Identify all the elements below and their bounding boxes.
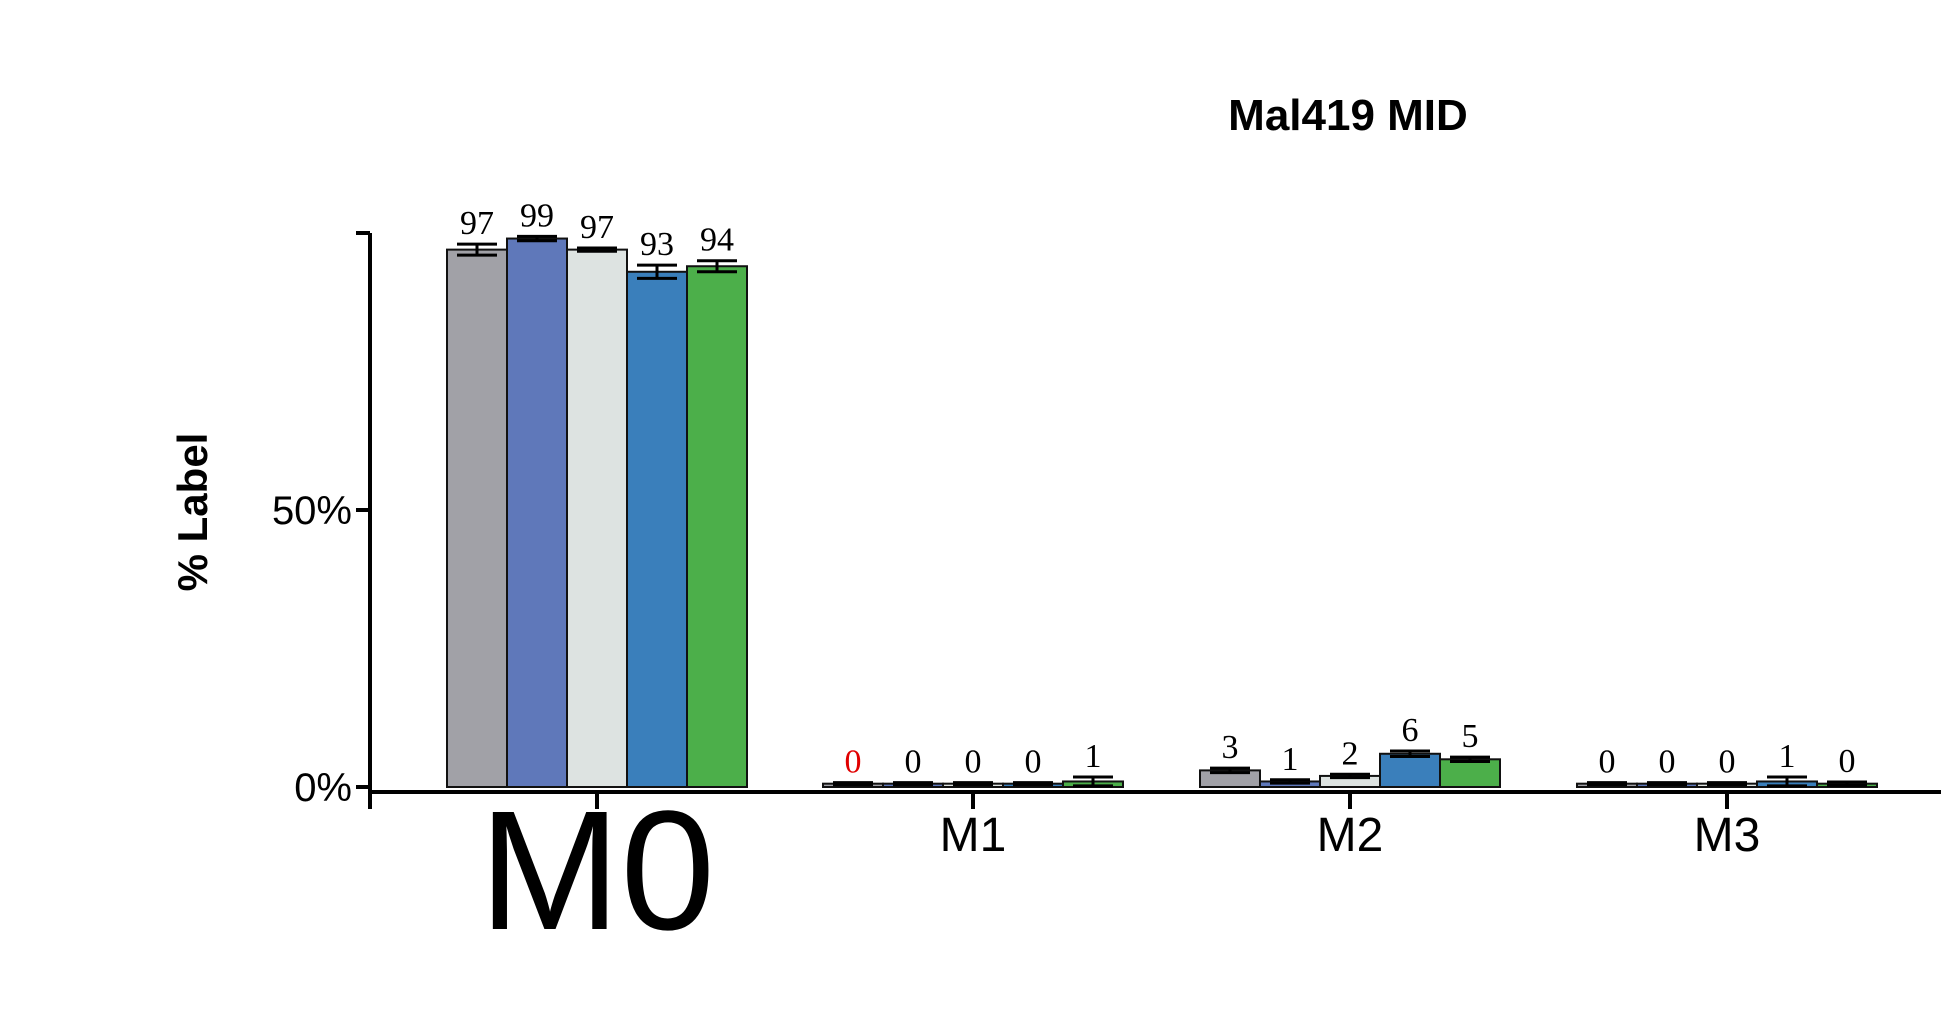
- data-label-m3-5: 0: [1839, 743, 1856, 780]
- data-label-m1-2: 0: [905, 744, 922, 781]
- data-label-m2-3: 2: [1342, 735, 1359, 772]
- x-tick-label-m3: M3: [1694, 809, 1761, 862]
- chart-title: Mal419 MID: [1228, 91, 1468, 140]
- data-label-m1-3: 0: [965, 744, 982, 781]
- x-tick-label-m2: M2: [1317, 809, 1384, 862]
- data-label-m3-2: 0: [1659, 744, 1676, 781]
- data-label-m0-1: 97: [460, 205, 494, 242]
- y-axis-label: % Label: [169, 433, 216, 592]
- data-label-m1-4: 0: [1025, 744, 1042, 781]
- data-label-m0-2: 99: [520, 197, 554, 234]
- bar-m0-1: [446, 248, 508, 788]
- bar-m2-4: [1379, 752, 1441, 789]
- bar-m0-2: [506, 237, 568, 789]
- data-label-m0-5: 94: [700, 222, 734, 259]
- bar-m0-5: [686, 265, 748, 788]
- axes: 0% 50% M0 M1 M2 M3: [272, 231, 1941, 966]
- data-label-m2-1: 3: [1222, 729, 1239, 766]
- data-label-m2-5: 5: [1462, 718, 1479, 755]
- data-label-m0-4: 93: [640, 226, 674, 263]
- data-label-m3-1: 0: [1599, 744, 1616, 781]
- data-label-m1-1: 0: [845, 744, 862, 781]
- x-tick-label-m1: M1: [940, 809, 1007, 862]
- bar-m0-3: [566, 248, 628, 788]
- bars: [446, 234, 1878, 789]
- x-tick-label-m0: M0: [479, 776, 715, 966]
- data-label-m2-2: 1: [1282, 741, 1299, 778]
- y-tick-label: 0%: [294, 766, 352, 810]
- bar-m0-4: [626, 270, 688, 788]
- data-label-m3-3: 0: [1719, 744, 1736, 781]
- y-tick-label: 50%: [272, 489, 352, 533]
- data-labels: 97 99 97 93 94 0 0 0 0 1 3 1 2 6 5 0 0 0 1 0: [460, 197, 1856, 780]
- data-label-m3-4: 1: [1779, 738, 1796, 775]
- bar-m2-5: [1439, 758, 1501, 788]
- data-label-m1-5: 1: [1085, 738, 1102, 775]
- data-label-m0-3: 97: [580, 209, 614, 246]
- data-label-m2-4: 6: [1402, 712, 1419, 749]
